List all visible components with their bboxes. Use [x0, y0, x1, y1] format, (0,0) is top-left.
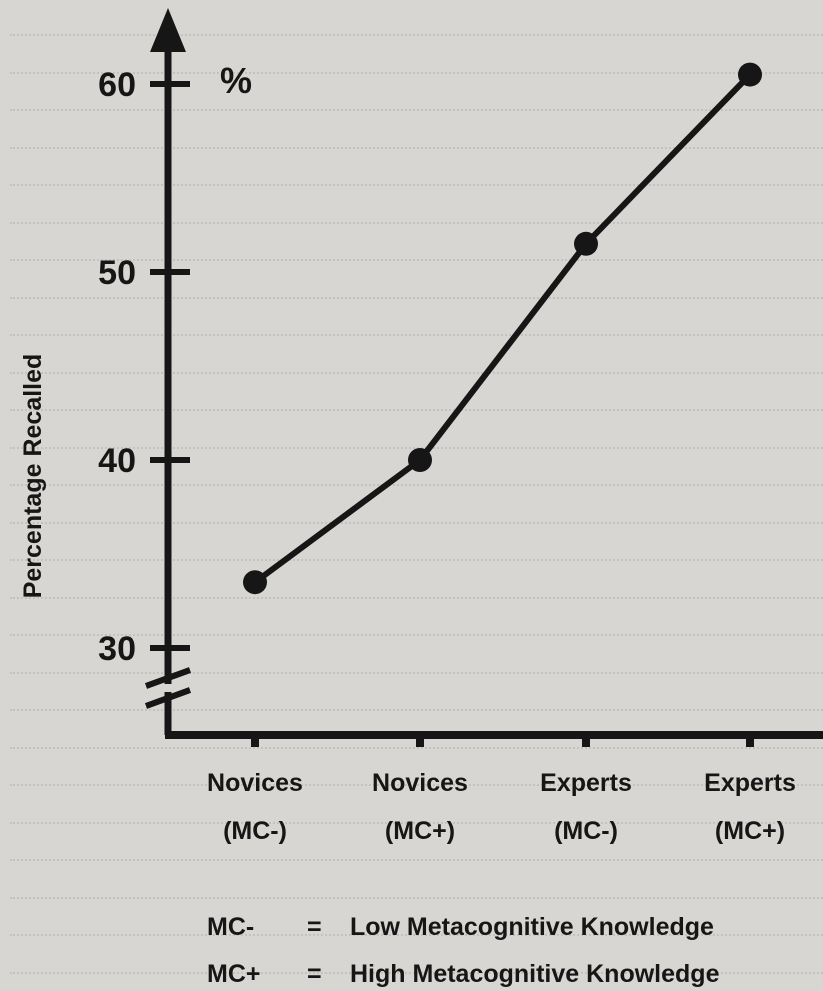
data-point: [738, 62, 762, 87]
legend-description: Low Metacognitive Knowledge: [350, 913, 714, 941]
series-polyline: [253, 72, 753, 585]
data-point: [243, 570, 267, 595]
y-tick-label: 50: [98, 254, 136, 292]
series-line: [253, 72, 753, 585]
category-label-line2: (MC+): [385, 817, 455, 845]
axis-break-mark: [144, 667, 192, 689]
y-unit-label: %: [220, 60, 252, 101]
category-label-line2: (MC-): [554, 817, 618, 845]
y-ticks: 30 40 50 60: [98, 66, 190, 668]
category-label-line1: Novices: [372, 769, 468, 797]
y-tick-label: 30: [98, 630, 136, 668]
category-label-line1: Experts: [704, 769, 796, 797]
y-axis-label: Percentage Recalled: [19, 354, 47, 599]
y-tick-label: 40: [98, 442, 136, 480]
x-ticks: [251, 735, 754, 747]
legend-key: MC+: [207, 960, 260, 988]
data-point: [408, 448, 432, 472]
y-axis-arrow: [150, 8, 186, 52]
chart-axes: [144, 8, 823, 739]
category-label-line1: Experts: [540, 769, 632, 797]
legend-description: High Metacognitive Knowledge: [350, 960, 720, 988]
category-label-line2: (MC-): [223, 817, 287, 845]
legend: MC- = Low Metacognitive Knowledge MC+ = High …: [207, 913, 720, 988]
legend-equals: =: [307, 960, 322, 988]
axis-break-mark: [144, 687, 192, 709]
data-point: [574, 231, 598, 256]
category-labels: Novices (MC-) Novices (MC+) Experts (MC-) Expe…: [207, 769, 796, 845]
category-label-line2: (MC+): [715, 817, 785, 845]
legend-equals: =: [307, 913, 322, 941]
data-points: [243, 62, 762, 595]
y-tick-label: 60: [98, 66, 136, 104]
axis-break-gap: [162, 684, 174, 692]
category-label-line1: Novices: [207, 769, 303, 797]
legend-key: MC-: [207, 913, 254, 941]
